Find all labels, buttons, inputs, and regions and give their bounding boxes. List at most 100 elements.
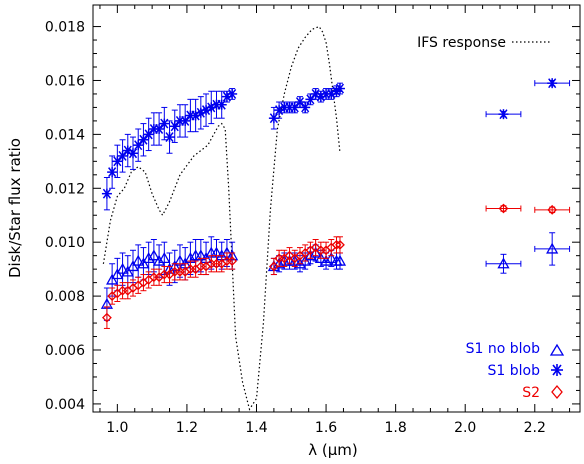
data-point: [190, 98, 201, 133]
y-tick-label: 0.006: [45, 343, 85, 359]
triangle-marker: [158, 252, 171, 264]
data-point: [169, 109, 180, 143]
data-point: [284, 247, 295, 265]
triangle-marker: [497, 257, 510, 269]
triangle-marker: [126, 260, 140, 272]
asterisk-marker: [216, 99, 227, 110]
asterisk-marker: [117, 150, 128, 161]
data-point: [294, 96, 305, 108]
asterisk-marker: [133, 140, 144, 151]
triangle-marker: [132, 254, 145, 266]
triangle-marker: [147, 249, 160, 261]
triangle-marker: [333, 254, 347, 266]
data-points-layer: [100, 78, 571, 329]
data-point: [201, 93, 212, 127]
diamond-marker: [268, 261, 279, 272]
data-point: [126, 249, 140, 284]
asterisk-marker: [138, 134, 149, 145]
x-tick-label: 2.0: [454, 420, 476, 436]
data-point: [148, 112, 159, 146]
data-point: [485, 253, 522, 274]
asterisk-marker: [101, 188, 112, 199]
asterisk-marker: [107, 167, 118, 178]
legend-s2-label: S2: [522, 385, 540, 401]
plot-frame: [92, 4, 581, 413]
data-point: [142, 241, 155, 276]
legend-s1-no-blob-label: S1 no blob: [466, 341, 540, 357]
data-point: [216, 90, 227, 119]
data-point: [227, 88, 238, 100]
x-tick-label: 1.4: [245, 420, 267, 436]
data-point: [147, 238, 160, 273]
diamond-marker: [547, 204, 558, 215]
x-tick-label: 1.2: [176, 420, 198, 436]
data-point: [300, 101, 311, 114]
triangle-marker: [106, 273, 119, 285]
data-point: [334, 82, 345, 95]
diamond-marker: [227, 256, 238, 266]
triangle-marker: [152, 254, 166, 266]
asterisk-marker: [112, 156, 123, 167]
data-point: [133, 128, 144, 162]
ifs-response-legend-label: IFS response: [417, 35, 506, 51]
asterisk-marker: [498, 109, 509, 120]
data-point: [534, 204, 571, 215]
data-point: [485, 109, 522, 120]
axis-labels: 1.0 1.2 1.4 1.6 1.8 2.0 2.2 0.004 0.006 0.008 0.01…: [45, 20, 546, 436]
series-legend: S1 no blob S1 blob S2: [466, 341, 565, 401]
asterisk-marker: [164, 132, 175, 143]
x-tick-label: 2.2: [524, 420, 546, 436]
data-point: [164, 120, 175, 154]
y-tick-label: 0.004: [45, 397, 85, 413]
data-point: [128, 136, 139, 170]
data-point: [112, 144, 123, 179]
data-point: [180, 104, 191, 138]
data-point: [138, 123, 149, 157]
diamond-marker: [310, 242, 321, 253]
axis-ticks: [93, 5, 580, 412]
asterisk-marker: [268, 113, 279, 124]
asterisk-marker: [334, 83, 345, 94]
diamond-marker: [101, 312, 112, 323]
x-tick-label: 1.6: [315, 420, 337, 436]
data-point: [534, 78, 571, 89]
series-s2: [101, 203, 571, 329]
x-axis-label: λ (μm): [308, 441, 358, 459]
legend-triangle-icon: [549, 343, 565, 356]
y-tick-label: 0.018: [45, 20, 85, 36]
data-point: [143, 117, 154, 152]
data-point: [101, 306, 112, 329]
triangle-marker: [546, 242, 559, 254]
legend-s1-blob-label: S1 blob: [488, 363, 541, 379]
data-point: [335, 236, 345, 254]
asterisk-marker: [547, 78, 558, 89]
diamond-marker: [284, 250, 295, 261]
ifs-response-layer: [102, 25, 341, 411]
triangle-marker: [137, 257, 150, 269]
legend-asterisk-icon: [551, 364, 563, 376]
x-tick-label: 1.0: [106, 420, 128, 436]
data-point: [305, 93, 316, 106]
data-point: [107, 155, 118, 189]
data-point: [117, 139, 128, 173]
diamond-marker: [498, 203, 509, 214]
triangle-marker: [121, 265, 134, 277]
triangle-marker: [111, 268, 124, 280]
triangle-marker: [142, 252, 155, 264]
y-tick-label: 0.016: [45, 73, 85, 89]
asterisk-marker: [169, 121, 180, 132]
legend-diamond-icon: [551, 384, 563, 400]
data-point: [154, 112, 165, 146]
y-tick-label: 0.010: [45, 235, 85, 251]
data-point: [321, 241, 331, 259]
data-point: [227, 252, 238, 270]
asterisk-marker: [143, 129, 154, 140]
ifs-response-legend: IFS response: [417, 35, 550, 51]
asterisk-marker: [227, 88, 238, 99]
asterisk-marker: [159, 118, 170, 129]
y-tick-label: 0.014: [45, 127, 85, 143]
asterisk-marker: [128, 148, 139, 159]
asterisk-marker: [300, 102, 311, 113]
data-point: [485, 203, 522, 214]
